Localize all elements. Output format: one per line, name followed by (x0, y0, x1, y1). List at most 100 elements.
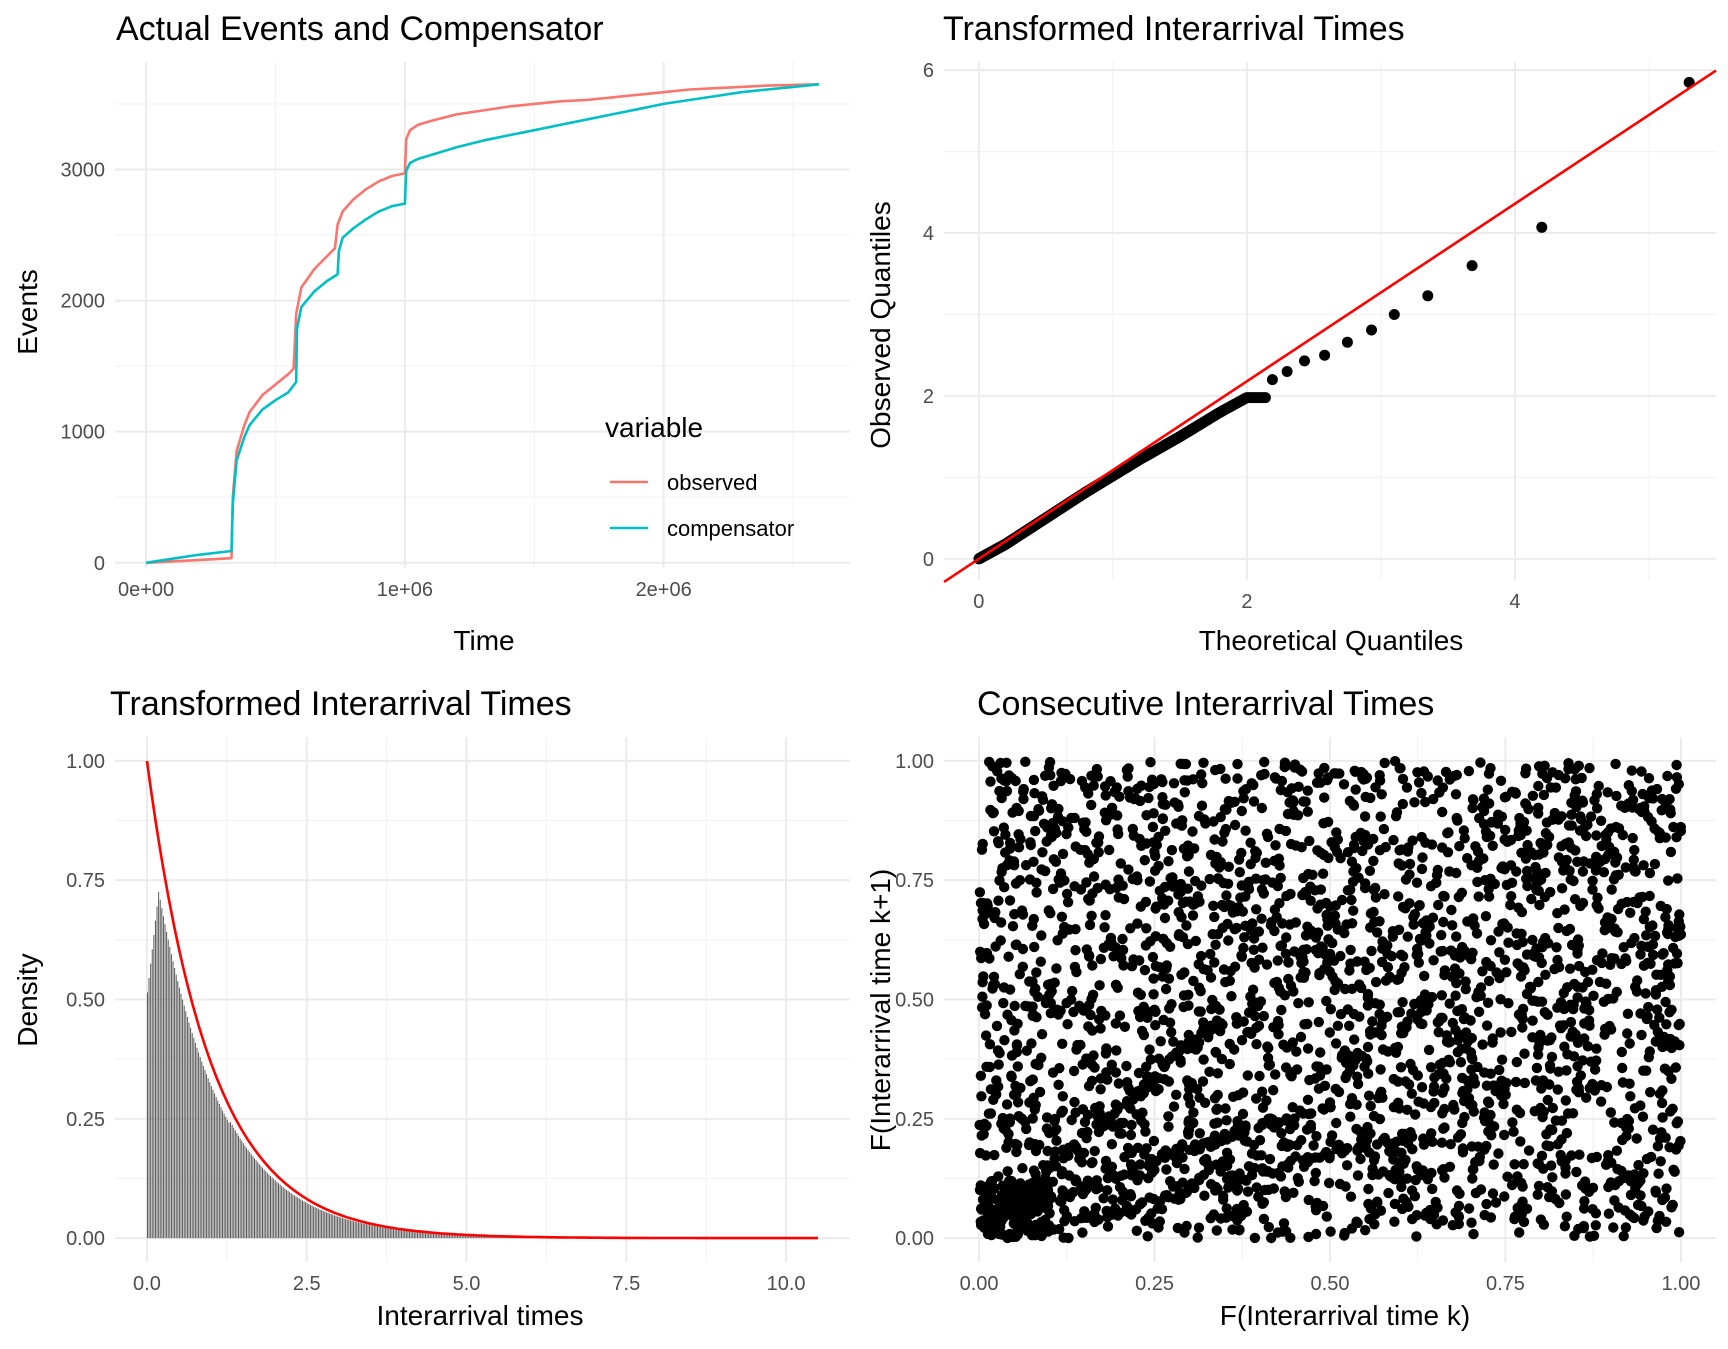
consecutive-point (1278, 1039, 1289, 1050)
consecutive-point (1199, 1190, 1210, 1201)
histogram-bar (445, 1234, 447, 1239)
histogram-bar (265, 1171, 267, 1239)
consecutive-point (1016, 905, 1028, 916)
histogram-bar (220, 1107, 222, 1239)
consecutive-y-tick-label: 0.75 (895, 870, 934, 892)
consecutive-point (1661, 1019, 1672, 1030)
histogram-bar (158, 892, 160, 1239)
consecutive-point (1651, 969, 1662, 980)
consecutive-point (1144, 1044, 1155, 1055)
histogram-bar (410, 1231, 412, 1239)
consecutive-point (1363, 1068, 1374, 1079)
consecutive-point (1370, 976, 1382, 988)
histogram-bar (250, 1154, 252, 1239)
consecutive-point (1490, 1197, 1502, 1208)
histogram-bar (370, 1225, 372, 1239)
consecutive-point (1660, 996, 1671, 1008)
consecutive-point (1077, 817, 1089, 828)
consecutive-point (1640, 988, 1651, 999)
histogram-bar (206, 1074, 208, 1239)
consecutive-point (1502, 1171, 1513, 1182)
consecutive-point (1467, 802, 1478, 814)
consecutive-point (1623, 780, 1635, 791)
consecutive-point (1265, 920, 1277, 931)
histogram-bar (226, 1119, 228, 1239)
consecutive-point (1083, 788, 1094, 799)
consecutive-point (1572, 1037, 1584, 1049)
consecutive-point (1486, 1130, 1497, 1141)
consecutive-point (1027, 976, 1038, 987)
consecutive-point (1009, 860, 1020, 871)
consecutive-point (1546, 1160, 1557, 1171)
consecutive-point (1444, 1161, 1456, 1173)
consecutive-point (1523, 1145, 1535, 1156)
consecutive-point (1233, 854, 1245, 865)
consecutive-point (1088, 871, 1100, 882)
consecutive-point (1509, 1159, 1520, 1170)
consecutive-point (1038, 818, 1050, 829)
density-grid (115, 737, 850, 1262)
consecutive-point (1102, 1221, 1114, 1232)
consecutive-point (1661, 903, 1672, 915)
consecutive-point (1479, 1107, 1490, 1118)
histogram-bar (164, 924, 166, 1239)
consecutive-point (1362, 1000, 1374, 1011)
histogram-bar (362, 1223, 364, 1239)
consecutive-point (1413, 900, 1425, 911)
consecutive-y-tick-label: 1.00 (895, 751, 934, 773)
consecutive-point (1659, 1192, 1671, 1203)
consecutive-point (1210, 858, 1221, 869)
consecutive-point (1552, 1084, 1564, 1095)
consecutive-point (1556, 1134, 1567, 1145)
histogram-bar (285, 1189, 287, 1239)
consecutive-point (1608, 993, 1619, 1004)
consecutive-point (1668, 942, 1679, 954)
consecutive-point (1647, 1124, 1659, 1135)
consecutive-point (1503, 937, 1514, 948)
consecutive-point (1627, 832, 1638, 844)
consecutive-point (1319, 762, 1330, 774)
consecutive-point (1611, 790, 1622, 802)
consecutive-point (1352, 1170, 1364, 1181)
consecutive-point (1277, 918, 1288, 929)
consecutive-point (1675, 921, 1686, 932)
consecutive-point (1587, 1204, 1598, 1215)
consecutive-point (1275, 784, 1287, 796)
consecutive-point (1160, 799, 1171, 810)
consecutive-point (1310, 1167, 1322, 1179)
consecutive-point (1336, 894, 1348, 906)
consecutive-point (1327, 937, 1338, 949)
consecutive-point (1482, 997, 1494, 1008)
consecutive-point (1249, 1232, 1261, 1244)
consecutive-point (1301, 1124, 1313, 1135)
density-x-tick-label: 5.0 (453, 1273, 481, 1295)
consecutive-point (1437, 1087, 1448, 1098)
consecutive-point (1403, 1079, 1415, 1090)
consecutive-point (1416, 863, 1428, 875)
consecutive-point (1220, 1103, 1231, 1114)
consecutive-point (1510, 1213, 1521, 1224)
consecutive-point (1205, 972, 1217, 983)
histogram-bar (394, 1229, 396, 1239)
consecutive-point (1287, 1037, 1299, 1048)
consecutive-point (1344, 1020, 1355, 1031)
consecutive-point (1330, 1038, 1342, 1049)
consecutive-point (1286, 1067, 1297, 1078)
consecutive-point (990, 907, 1001, 918)
consecutive-point (1408, 919, 1419, 930)
consecutive-point (1296, 1135, 1307, 1146)
consecutive-point (1439, 969, 1450, 981)
consecutive-point (1622, 1113, 1633, 1125)
consecutive-point (1317, 1200, 1329, 1212)
histogram-bar (244, 1145, 246, 1239)
consecutive-point (1361, 1134, 1373, 1146)
consecutive-point (1591, 803, 1603, 814)
consecutive-point (1517, 936, 1528, 948)
consecutive-point (1402, 1132, 1414, 1143)
consecutive-point (1360, 878, 1371, 889)
consecutive-point (1379, 889, 1390, 900)
consecutive-point (1057, 1038, 1068, 1050)
histogram-bar (273, 1179, 275, 1239)
consecutive-point (1638, 860, 1649, 871)
consecutive-point (1561, 1065, 1572, 1076)
